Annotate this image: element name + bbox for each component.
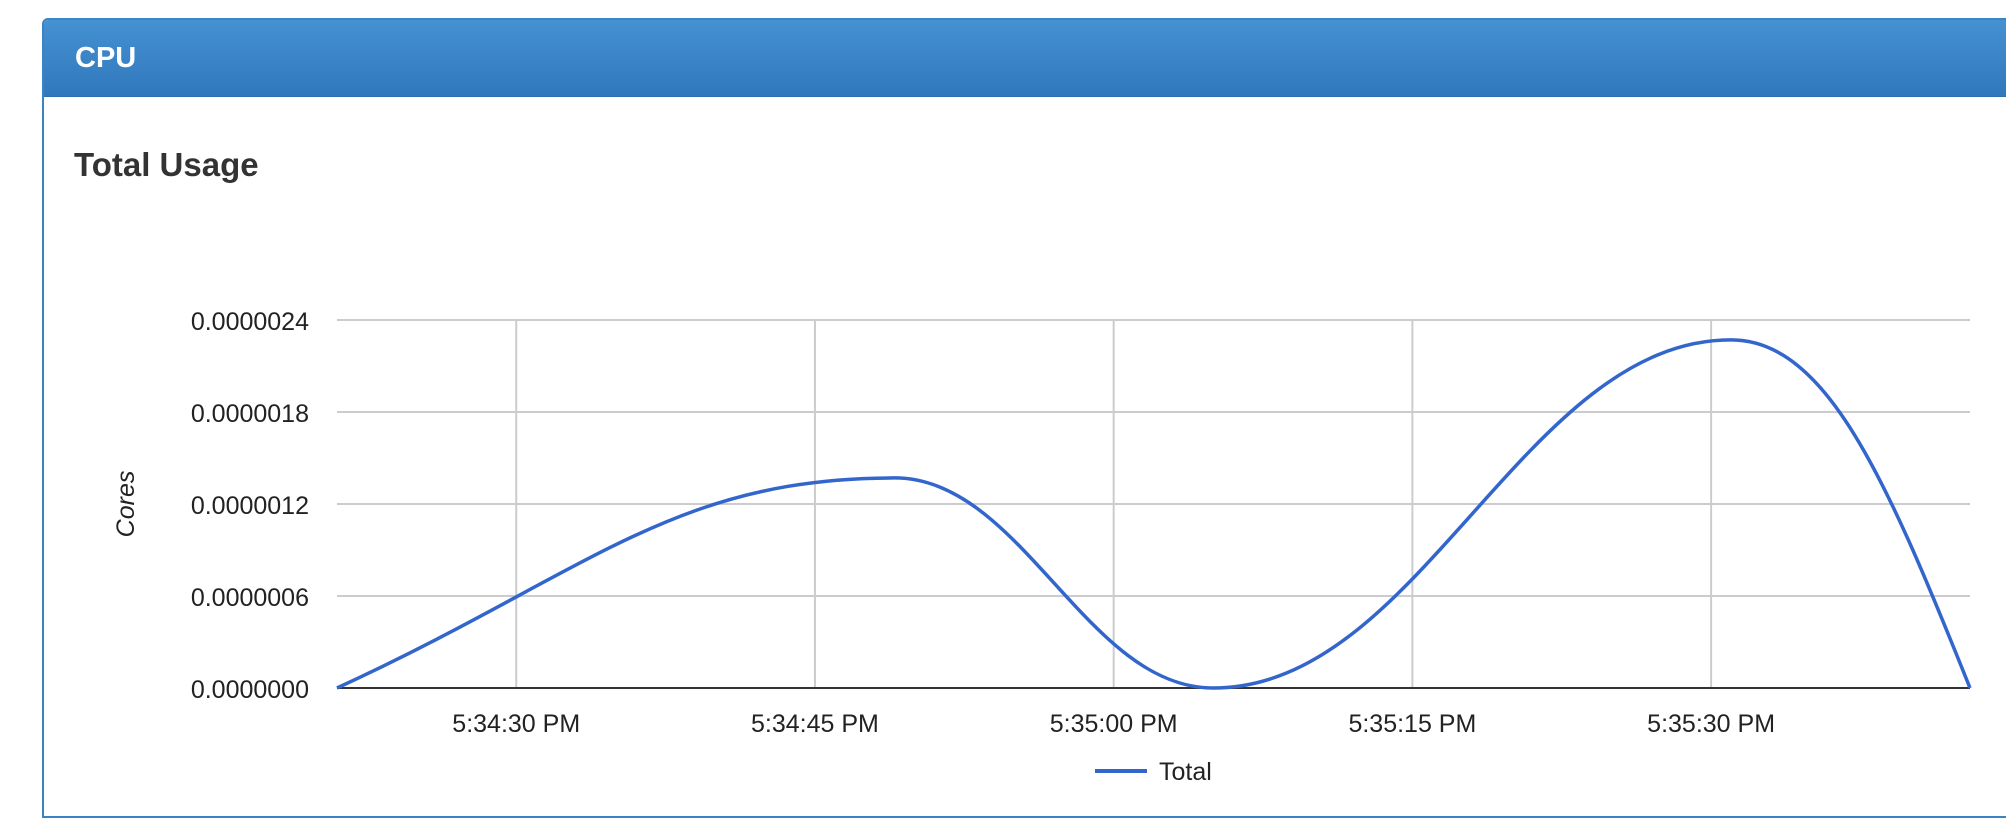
cpu-panel: CPU: [42, 18, 2006, 818]
legend-label: Total: [1159, 758, 1212, 786]
y-tick-label: 0.0000000: [191, 676, 309, 704]
x-tick-label: 5:35:30 PM: [1647, 710, 1775, 738]
panel-title: CPU: [75, 42, 137, 74]
x-tick-label: 5:35:00 PM: [1050, 710, 1178, 738]
cpu-usage-chart: 0.0000000 0.0000006 0.0000012 0.0000018 0.00…: [112, 308, 1972, 786]
x-tick-label: 5:34:45 PM: [751, 710, 879, 738]
x-tick-label: 5:35:15 PM: [1348, 710, 1476, 738]
y-tick-label: 0.0000024: [191, 308, 309, 336]
series-line-total: [336, 338, 1972, 690]
y-tick-label: 0.0000018: [191, 400, 309, 428]
y-tick-label: 0.0000012: [191, 492, 309, 520]
x-tick-label: 5:34:30 PM: [452, 710, 580, 738]
chart-section-title: Total Usage: [74, 146, 259, 183]
panel-header: CPU: [44, 20, 2006, 97]
y-axis-label: Cores: [112, 471, 140, 538]
y-tick-label: 0.0000006: [191, 584, 309, 612]
